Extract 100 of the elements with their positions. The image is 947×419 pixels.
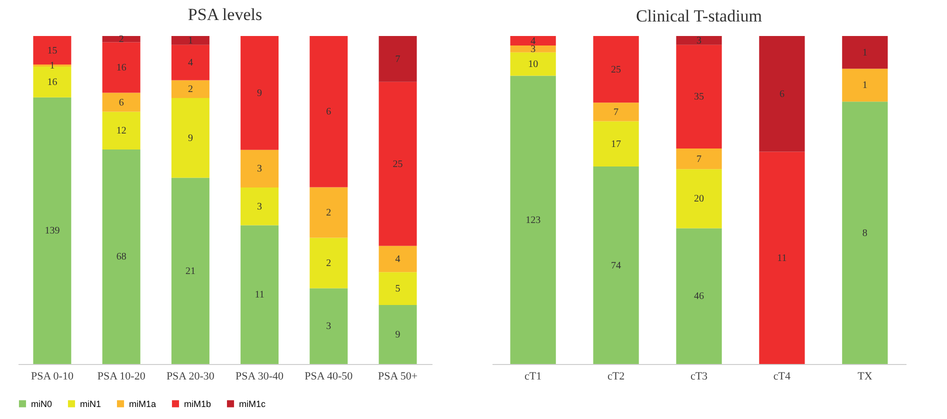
bar — [676, 169, 722, 228]
legend-label: miM1a — [129, 398, 156, 409]
annotation: 4 — [188, 58, 193, 69]
bar — [310, 187, 348, 238]
annotation: 17 — [611, 138, 622, 150]
annotation: 20 — [694, 194, 704, 205]
legend-label: miN0 — [31, 398, 52, 409]
annotation: 21 — [185, 266, 196, 277]
bar — [310, 288, 348, 364]
x-tick-label: cT4 — [773, 370, 792, 382]
bar — [676, 36, 722, 45]
bar — [240, 36, 279, 150]
annotation: 6 — [118, 97, 124, 108]
x-tick-label: PSA 20-30 — [166, 370, 215, 382]
legend-label: miM1b — [184, 398, 212, 409]
bar — [510, 36, 556, 46]
x-tick-label: cT1 — [524, 370, 542, 382]
annotation: 12 — [116, 126, 126, 137]
annotation: 3 — [257, 164, 262, 175]
x-tick-label: PSA 10-20 — [97, 370, 146, 382]
bar — [593, 121, 639, 167]
annotation: 68 — [116, 252, 126, 263]
bar — [33, 97, 72, 364]
bar — [510, 76, 556, 364]
annotation: 3 — [326, 321, 332, 332]
annotation: 25 — [392, 158, 403, 170]
bar — [102, 36, 140, 42]
bar — [102, 92, 140, 112]
bar — [676, 228, 722, 364]
bar — [378, 82, 417, 246]
annotation: 3 — [696, 35, 702, 46]
legend-label: miN1 — [80, 398, 102, 409]
annotation: 2 — [326, 207, 332, 218]
annotation: 4 — [395, 254, 400, 266]
bar — [171, 178, 210, 364]
annotation: 7 — [395, 54, 400, 65]
x-tick-label: cT2 — [607, 370, 625, 382]
annotation: 25 — [611, 64, 622, 76]
annotation: 1 — [862, 80, 868, 92]
annotation: 1 — [188, 35, 193, 46]
bar — [240, 150, 279, 188]
x-tick-label: TX — [858, 370, 872, 382]
annotation: 9 — [395, 329, 400, 340]
annotation: 9 — [257, 88, 262, 99]
bar — [593, 166, 639, 364]
annotation: 10 — [528, 59, 538, 70]
annotation: 11 — [254, 290, 264, 301]
bar — [171, 98, 210, 178]
bar — [33, 66, 72, 98]
x-tick-label: cT3 — [690, 370, 708, 382]
annotation: 6 — [326, 106, 332, 118]
annotation: 11 — [777, 252, 787, 264]
annotation: 15 — [47, 45, 58, 56]
annotation: 1 — [862, 47, 868, 58]
bar — [593, 102, 639, 122]
annotation: 35 — [694, 92, 704, 103]
annotation: 74 — [611, 260, 622, 272]
bar — [171, 44, 210, 80]
annotation: 7 — [614, 106, 619, 118]
annotation: 16 — [47, 76, 58, 88]
bar — [240, 188, 279, 226]
x-tick-label: PSA 40-50 — [304, 370, 354, 382]
bar — [102, 42, 140, 93]
bar — [378, 36, 417, 82]
annotation: 46 — [694, 291, 704, 302]
x-tick-label: PSA 0-10 — [30, 370, 74, 382]
annotation: 8 — [862, 228, 868, 239]
bar — [759, 36, 805, 152]
bar — [310, 238, 348, 288]
annotation: 9 — [188, 132, 193, 144]
bar — [240, 225, 279, 364]
bar — [510, 46, 556, 52]
bar — [378, 304, 417, 364]
x-tick-label: PSA 50+ — [378, 370, 418, 382]
bar — [676, 148, 722, 170]
x-tick-label: PSA 30-40 — [236, 370, 284, 382]
annotation: 7 — [696, 154, 702, 165]
annotation: 16 — [116, 62, 126, 74]
bar — [842, 102, 888, 364]
annotation: 2 — [118, 34, 124, 46]
annotation: 3 — [257, 201, 262, 212]
legend-label: miM1c — [239, 398, 266, 409]
annotation: 2 — [188, 84, 193, 96]
bar — [171, 36, 210, 45]
chart-title: Clinical T-stadium — [636, 6, 762, 26]
bar — [759, 152, 805, 364]
bar — [842, 68, 888, 102]
bar — [310, 36, 348, 188]
bar — [510, 52, 556, 76]
bar — [171, 80, 210, 98]
annotation: 2 — [326, 258, 332, 269]
annotation: 6 — [779, 88, 784, 100]
bar — [593, 36, 639, 103]
bar — [102, 149, 140, 364]
bar — [842, 36, 888, 69]
annotation: 5 — [395, 284, 400, 295]
annotation: 123 — [526, 214, 541, 226]
bar — [378, 246, 417, 272]
bar — [676, 44, 722, 149]
bar — [102, 112, 140, 150]
